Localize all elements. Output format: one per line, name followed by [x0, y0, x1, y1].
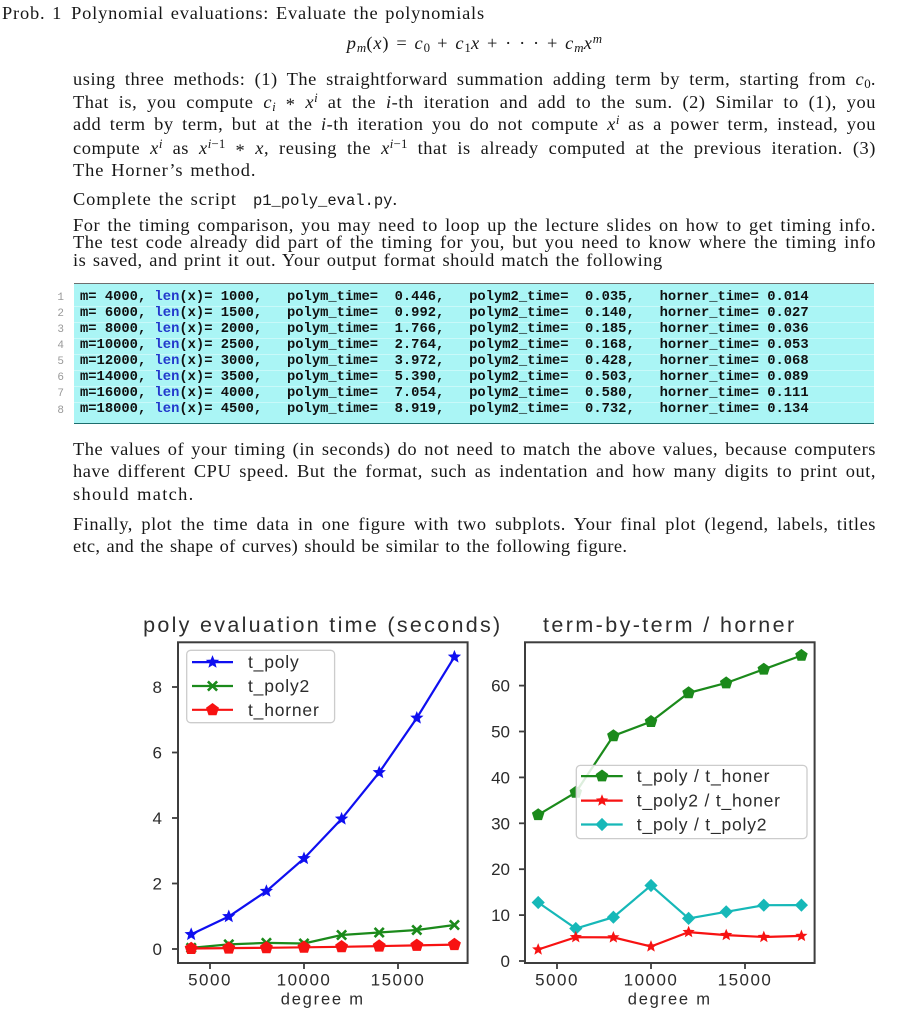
svg-text:t_horner: t_horner: [248, 700, 320, 721]
svg-text:5000: 5000: [188, 971, 232, 990]
svg-text:15000: 15000: [718, 971, 773, 990]
svg-text:poly evaluation time (seconds): poly evaluation time (seconds): [143, 613, 502, 637]
svg-text:20: 20: [491, 860, 510, 879]
svg-text:15000: 15000: [371, 971, 426, 990]
svg-text:50: 50: [491, 723, 510, 742]
svg-text:10000: 10000: [624, 971, 679, 990]
svg-text:t_poly2: t_poly2: [248, 676, 310, 697]
svg-text:8: 8: [153, 678, 162, 697]
svg-text:term-by-term / horner: term-by-term / horner: [543, 613, 797, 637]
svg-text:2: 2: [153, 875, 162, 894]
svg-text:0: 0: [153, 940, 162, 959]
svg-text:4: 4: [153, 809, 162, 828]
svg-text:t_poly / t_honer: t_poly / t_honer: [637, 766, 770, 787]
svg-text:t_poly / t_poly2: t_poly / t_poly2: [637, 815, 768, 836]
svg-text:t_poly: t_poly: [248, 652, 300, 673]
svg-text:10: 10: [491, 906, 510, 925]
svg-text:5000: 5000: [535, 971, 579, 990]
svg-text:0: 0: [501, 952, 510, 971]
svg-text:t_poly2 / t_honer: t_poly2 / t_honer: [637, 791, 781, 812]
svg-text:degree m: degree m: [281, 991, 365, 1009]
svg-text:30: 30: [491, 814, 510, 833]
svg-text:degree m: degree m: [628, 991, 712, 1009]
svg-text:6: 6: [153, 744, 162, 763]
svg-text:10000: 10000: [277, 971, 332, 990]
svg-text:40: 40: [491, 768, 510, 787]
svg-text:60: 60: [491, 677, 510, 696]
